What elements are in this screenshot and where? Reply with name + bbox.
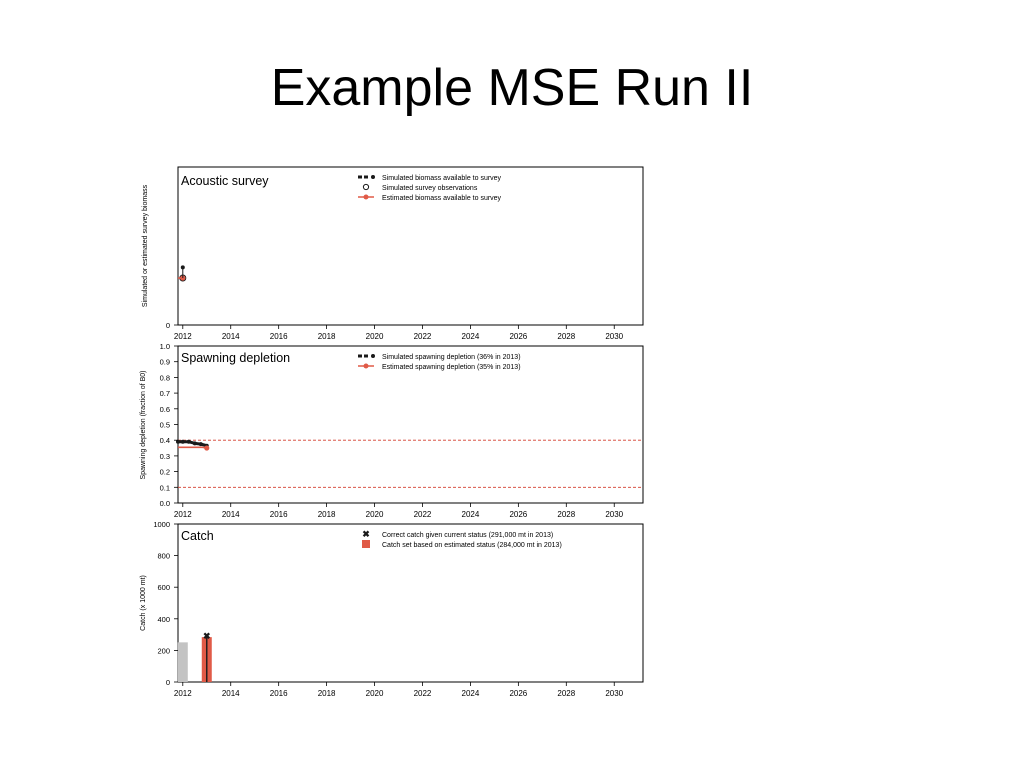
slide-title: Example MSE Run II [270, 59, 754, 117]
x-tick-label: 2024 [462, 689, 480, 698]
x-tick-label: 2028 [557, 510, 575, 519]
series-line-estimated [178, 446, 207, 449]
y-tick-label: 600 [157, 583, 170, 592]
y-tick-label: 1000 [153, 520, 170, 529]
y-tick-label: 1.0 [160, 342, 170, 351]
x-tick-label: 2012 [174, 332, 192, 341]
x-tick-label: 2020 [366, 510, 384, 519]
legend: Simulated biomass available to survey Sim… [358, 175, 502, 202]
legend-swatch-x: ✖ [362, 529, 370, 539]
y-tick-label: 800 [157, 552, 170, 561]
plot-marks [176, 439, 643, 488]
legend-label: Catch set based on estimated status (284… [382, 542, 562, 549]
panel-frame [177, 166, 644, 326]
x-tick-label: 2012 [174, 689, 192, 698]
x-tick-label: 2026 [509, 689, 527, 698]
y-tick-label: 0.7 [160, 389, 170, 398]
x-tick-label: 2022 [414, 510, 432, 519]
acoustic-survey-panel: Acoustic survey Simulated or estimated s… [142, 166, 644, 341]
x-tick-label: 2018 [318, 689, 336, 698]
x-tick-label: 2012 [174, 510, 192, 519]
legend: Simulated spawning depletion (36% in 201… [358, 354, 521, 371]
x-tick-label: 2016 [270, 510, 288, 519]
y-tick-label: 400 [157, 615, 170, 624]
x-tick-label: 2022 [414, 332, 432, 341]
y-tick-label: 0.2 [160, 468, 170, 477]
legend-label: Simulated biomass available to survey [382, 175, 502, 182]
x-tick-label: 2028 [557, 689, 575, 698]
series-point-estimated [204, 445, 210, 451]
legend-label: Estimated biomass available to survey [382, 195, 502, 202]
legend-label: Simulated survey observations [382, 185, 478, 192]
x-tick-label: 2030 [605, 510, 623, 519]
y-tick-label: 0 [166, 321, 170, 330]
panel-frame [177, 523, 644, 683]
y-tick-label: 0.3 [160, 452, 170, 461]
legend-label: Correct catch given current status (291,… [382, 532, 553, 539]
x-tick-label: 2014 [222, 332, 240, 341]
panel-title: Catch [181, 529, 214, 543]
y-tick-label: 0.5 [160, 421, 170, 430]
correct-catch-marker: ✖ [203, 631, 211, 641]
x-tick-label: 2018 [318, 510, 336, 519]
legend-label: Estimated spawning depletion (35% in 201… [382, 364, 521, 371]
spawning-depletion-panel: Spawning depletion Spawning depletion (f… [140, 342, 644, 519]
y-tick-label: 0 [166, 678, 170, 687]
x-tick-label: 2020 [366, 689, 384, 698]
x-tick-label: 2024 [462, 332, 480, 341]
y-tick-label: 0.0 [160, 499, 170, 508]
legend-swatch-circle [362, 183, 370, 191]
x-tick-label: 2026 [509, 510, 527, 519]
legend-swatch-dot [371, 175, 375, 179]
x-tick-label: 2028 [557, 332, 575, 341]
legend-swatch-square [362, 540, 370, 548]
x-axis-ticks: 2012 2014 2016 2018 2020 2022 2024 2026 2028 2030 [174, 325, 624, 341]
legend-swatch-dot [363, 194, 369, 200]
x-tick-label: 2016 [270, 332, 288, 341]
x-tick-label: 2030 [605, 332, 623, 341]
legend-swatch-dot [363, 363, 369, 369]
y-tick-label: 0.6 [160, 405, 170, 414]
series-point-simulated [198, 442, 203, 447]
y-tick-label: 0.9 [160, 358, 170, 367]
panel-title: Spawning depletion [181, 351, 290, 365]
y-axis-ticks: 0 [166, 321, 178, 330]
y-axis-label: Simulated or estimated survey biomass [142, 184, 149, 307]
x-tick-label: 2020 [366, 332, 384, 341]
y-tick-label: 200 [157, 646, 170, 655]
legend-label: Simulated spawning depletion (36% in 201… [382, 354, 521, 361]
x-tick-label: 2022 [414, 689, 432, 698]
y-axis-ticks: 0 200 400 600 800 1000 [153, 520, 178, 687]
x-tick-label: 2018 [318, 332, 336, 341]
series-point-simulated [180, 439, 185, 444]
y-tick-label: 0.8 [160, 373, 170, 382]
x-tick-label: 2024 [462, 510, 480, 519]
x-tick-label: 2030 [605, 689, 623, 698]
x-tick-label: 2014 [222, 510, 240, 519]
y-tick-label: 0.4 [160, 436, 170, 445]
y-axis-ticks: 0.0 0.1 0.2 0.3 0.4 0.5 0.6 0.7 0.8 0.9 1.0 [160, 342, 178, 508]
x-axis-ticks: 2012 2014 2016 2018 2020 2022 2024 2026 2028 2030 [174, 503, 624, 519]
plot-marks [178, 265, 187, 282]
x-tick-label: 2014 [222, 689, 240, 698]
x-tick-label: 2026 [509, 332, 527, 341]
x-tick-label: 2016 [270, 689, 288, 698]
catch-panel: Catch Catch (x 1000 mt) ✖ Correct catch g… [140, 520, 644, 698]
plot-marks: ✖ [177, 631, 212, 682]
legend: ✖ Correct catch given current status (291… [362, 529, 562, 549]
series-point-simulated [186, 439, 191, 444]
y-axis-label: Catch (x 1000 mt) [140, 575, 147, 631]
panel-title: Acoustic survey [181, 174, 269, 188]
series-point-simulated [192, 441, 197, 446]
series-point-simulated [176, 439, 180, 444]
x-axis-ticks: 2012 2014 2016 2018 2020 2022 2024 2026 2028 2030 [174, 682, 624, 698]
legend-swatch-dot [371, 354, 375, 358]
y-axis-label: Spawning depletion (fraction of B0) [140, 371, 147, 480]
y-tick-label: 0.1 [160, 483, 170, 492]
catch-bar-historical [177, 642, 188, 682]
